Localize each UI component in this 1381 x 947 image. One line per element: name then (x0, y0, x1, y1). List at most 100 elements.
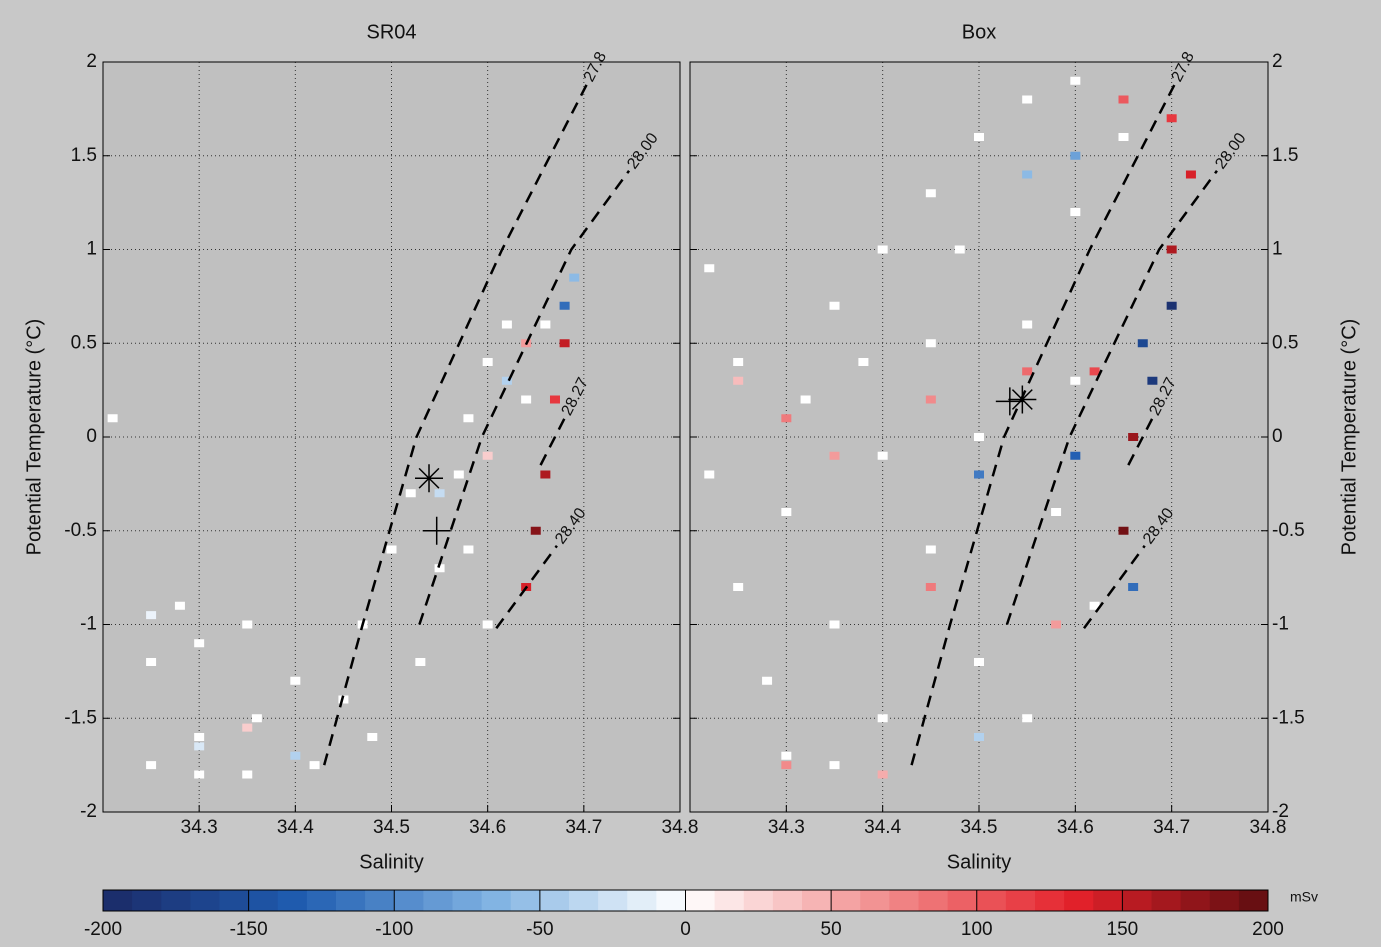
data-cell (1166, 114, 1177, 123)
data-cell (569, 273, 580, 282)
data-cell (463, 414, 474, 423)
data-cell (781, 508, 792, 516)
isopycnal (1005, 170, 1218, 625)
colorbar-step (539, 890, 570, 911)
y-tick-label: -2 (80, 801, 97, 822)
data-cell (877, 714, 888, 723)
colorbar-step (481, 890, 512, 911)
data-cell (1022, 714, 1033, 723)
data-cell (482, 451, 493, 460)
colorbar-step (1035, 890, 1065, 911)
colorbar-tick-label: -150 (230, 919, 268, 940)
data-cell (858, 358, 869, 366)
data-cell (1022, 320, 1033, 329)
data-cell (309, 761, 320, 770)
isopycnal (418, 170, 631, 625)
data-cell (829, 761, 840, 770)
x-tick-label: 34.7 (1153, 817, 1190, 838)
colorbar-tick-label: 200 (1252, 919, 1284, 940)
data-cell (434, 564, 445, 573)
colorbar-step (1151, 890, 1182, 911)
data-cell (1128, 583, 1139, 591)
y-tick-label: -1.5 (64, 707, 97, 728)
data-cell (405, 489, 416, 498)
data-cell (704, 264, 715, 273)
data-cell (521, 395, 532, 404)
x-axis-label: Salinity (359, 851, 423, 873)
data-cell (242, 620, 253, 629)
data-cell (415, 658, 426, 666)
colorbar-step (219, 890, 250, 911)
data-cell (549, 395, 560, 404)
y-axis-label: Potential Temperature (°C) (1338, 319, 1360, 556)
data-cell (174, 601, 185, 610)
colorbar-step (1122, 890, 1152, 911)
colorbar-step (1005, 890, 1036, 911)
data-cell (540, 320, 551, 329)
data-cell (1118, 526, 1129, 535)
data-cell (242, 770, 253, 779)
data-cell (877, 245, 888, 254)
colorbar-step (452, 890, 483, 911)
colorbar-step (306, 890, 337, 911)
data-cell (463, 545, 474, 554)
x-tick-label: 34.6 (469, 817, 506, 838)
y-tick-label: 2 (86, 51, 97, 72)
colorbar-step (627, 890, 657, 911)
colorbar-step (656, 890, 686, 911)
data-cell (367, 733, 378, 741)
data-cell (1166, 301, 1177, 310)
data-cell (1070, 376, 1081, 385)
colorbar-tick-label: -200 (84, 919, 122, 940)
data-cell (1128, 433, 1139, 441)
data-cell (829, 451, 840, 460)
data-cell (194, 770, 205, 779)
y-tick-label: 1 (86, 239, 97, 260)
colorbar-step (772, 890, 803, 911)
data-cell (1118, 133, 1129, 141)
data-cell (1022, 170, 1033, 179)
data-cell (1070, 151, 1081, 160)
y-tick-label: 0.5 (1272, 332, 1298, 353)
x-tick-label: 34.3 (768, 817, 805, 838)
y-tick-label: 1.5 (71, 145, 97, 166)
data-cell (1051, 508, 1062, 516)
data-cell (877, 451, 888, 460)
data-cell (482, 358, 493, 366)
data-cell (1137, 339, 1148, 348)
data-cell (733, 376, 744, 385)
marker-asterisk (1008, 385, 1037, 414)
data-cell (1089, 367, 1100, 376)
data-cell (1070, 76, 1081, 85)
colorbar-tick-label: -100 (375, 919, 413, 940)
data-cell (1022, 367, 1033, 376)
x-tick-label: 34.5 (373, 817, 410, 838)
marker-plus (995, 387, 1024, 416)
y-tick-label: -0.5 (1272, 520, 1305, 541)
plot-frame (102, 61, 681, 813)
colorbar-step (132, 890, 162, 911)
colorbar-step (423, 890, 453, 911)
marker-stroke (1011, 389, 1033, 410)
y-axis-label: Potential Temperature (°C) (23, 319, 45, 556)
data-cell (1089, 601, 1100, 610)
y-tick-label: 0 (86, 426, 97, 447)
data-cell (925, 583, 936, 591)
panel-title: Box (962, 21, 996, 43)
data-cell (107, 414, 118, 423)
data-cell (1118, 95, 1129, 104)
isopycnal (1082, 545, 1146, 629)
panel-title: SR04 (366, 21, 416, 43)
data-cell (1051, 620, 1062, 629)
data-cell (290, 676, 301, 685)
colorbar-step (831, 890, 861, 911)
colorbar-tick-label: 50 (821, 919, 842, 940)
isopycnal (1127, 417, 1154, 466)
colorbar-step (336, 890, 366, 911)
colorbar-step (685, 890, 716, 911)
x-tick-label: 34.3 (181, 817, 218, 838)
data-cell (146, 761, 157, 770)
data-cell (453, 470, 464, 479)
data-cell (974, 433, 984, 441)
colorbar-step (190, 890, 220, 911)
